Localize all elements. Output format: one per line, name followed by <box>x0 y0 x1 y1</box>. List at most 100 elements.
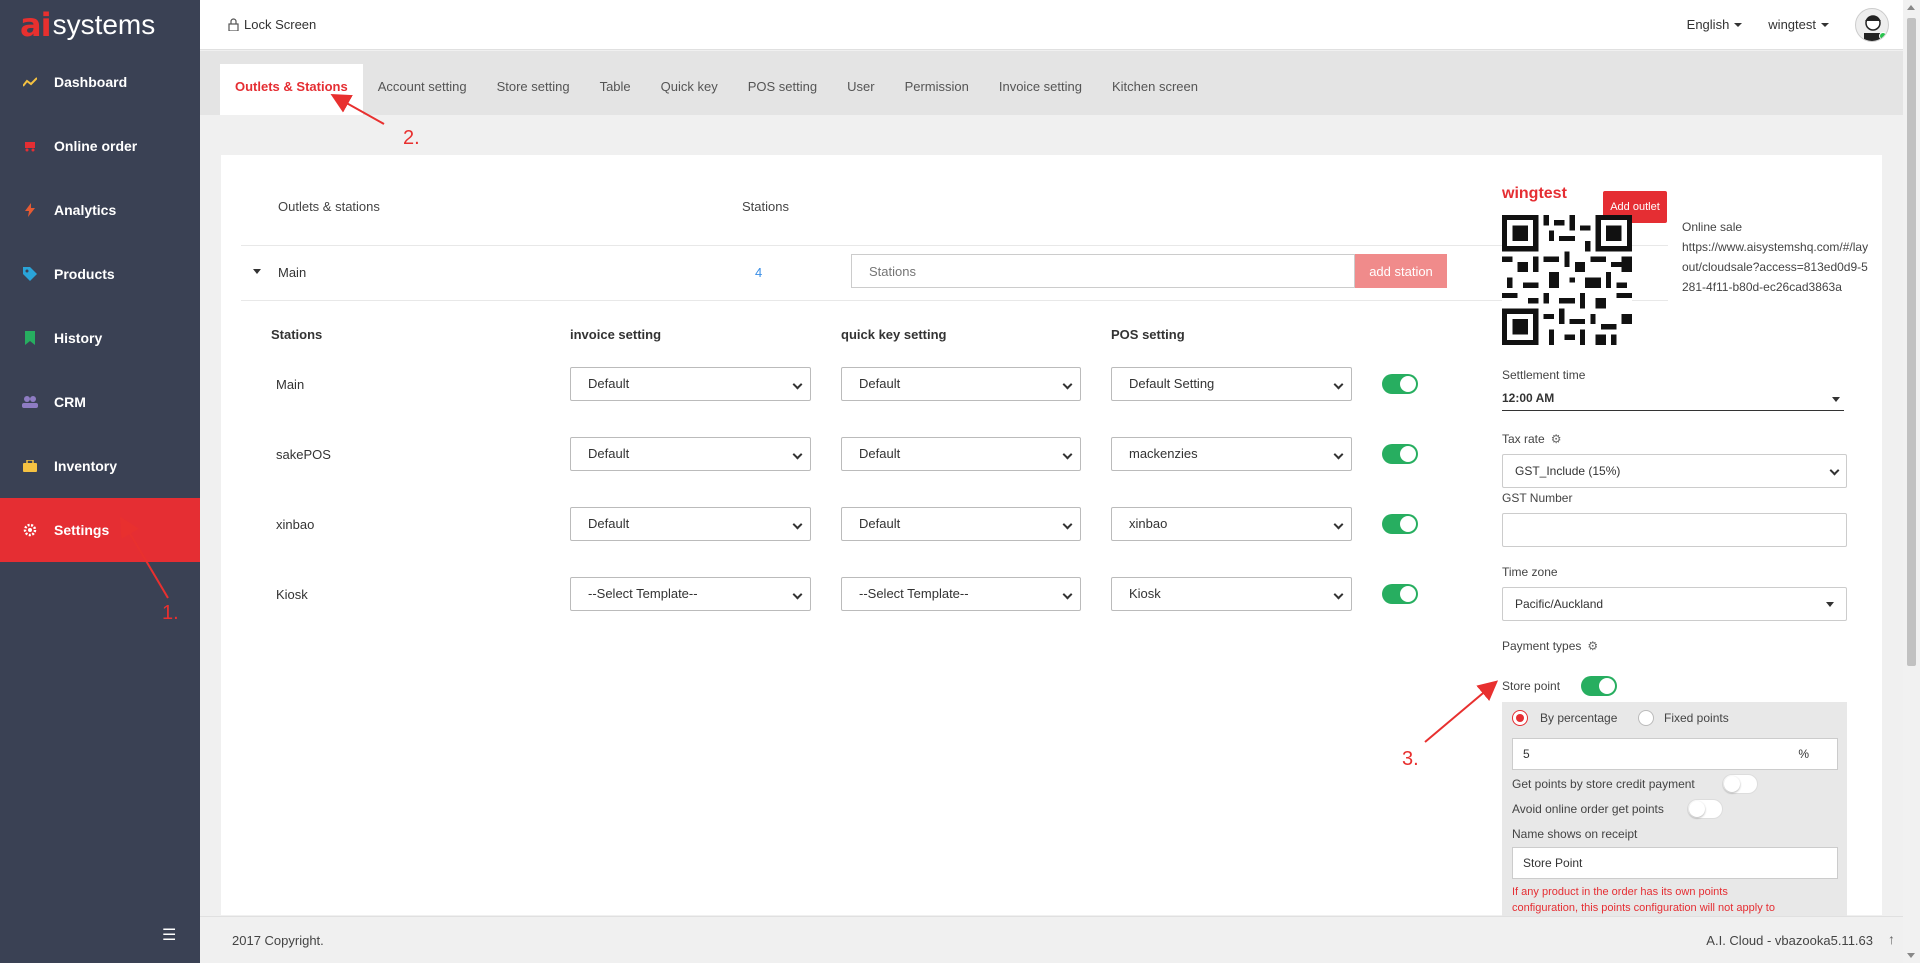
invoice-select[interactable]: Default <box>570 507 811 541</box>
sidebar-item-label: Analytics <box>54 202 117 218</box>
fixed-points-radio[interactable] <box>1638 710 1654 726</box>
time-zone-select[interactable]: Pacific/Auckland <box>1502 587 1847 621</box>
quickkey-select[interactable]: --Select Template-- <box>841 577 1081 611</box>
station-toggle[interactable] <box>1382 374 1418 394</box>
sidebar-item-history[interactable]: History <box>0 306 200 370</box>
logo[interactable]: ai systems <box>0 0 200 50</box>
station-count-link[interactable]: 4 <box>755 265 763 280</box>
receipt-name-input[interactable]: Store Point <box>1512 847 1838 879</box>
time-zone-label: Time zone <box>1502 565 1558 579</box>
pos-select[interactable]: Default Setting <box>1111 367 1352 401</box>
station-name-input[interactable] <box>851 254 1355 288</box>
station-toggle[interactable] <box>1382 444 1418 464</box>
invoice-select[interactable]: Default <box>570 367 811 401</box>
tab-table[interactable]: Table <box>599 79 631 94</box>
tab-store-setting[interactable]: Store setting <box>496 79 570 94</box>
pos-select[interactable]: Kiosk <box>1111 577 1352 611</box>
sidebar-item-label: Settings <box>54 522 110 538</box>
settlement-time-select[interactable]: 12:00 AM <box>1502 391 1844 411</box>
tab-quick-key[interactable]: Quick key <box>660 79 718 94</box>
scroll-up-icon[interactable] <box>1907 5 1915 10</box>
tab-permission[interactable]: Permission <box>904 79 969 94</box>
sidebar-nav: Dashboard Online order Analytics Product… <box>0 50 200 562</box>
station-name: Main <box>276 377 305 392</box>
station-toggle[interactable] <box>1382 514 1418 534</box>
settlement-time-value: 12:00 AM <box>1502 391 1555 405</box>
outlet-name: Main <box>278 265 307 280</box>
version-text: A.I. Cloud - vbazooka5.11.63 <box>1706 933 1873 948</box>
trend-line-icon <box>22 74 38 90</box>
pos-select[interactable]: mackenzies <box>1111 437 1352 471</box>
stations-header: Stations <box>271 327 323 342</box>
tab-account-setting[interactable]: Account setting <box>377 79 467 94</box>
avoid-online-toggle[interactable] <box>1687 799 1723 819</box>
outlets-column-header: Outlets & stations <box>278 199 380 214</box>
sidebar-item-crm[interactable]: CRM <box>0 370 200 434</box>
annotation-label-1: 1. <box>162 602 179 624</box>
by-percentage-label: By percentage <box>1540 711 1618 725</box>
sidebar-item-products[interactable]: Products <box>0 242 200 306</box>
invoice-select[interactable]: Default <box>570 437 811 471</box>
sidebar-item-online-order[interactable]: Online order <box>0 114 200 178</box>
pos-select[interactable]: xinbao <box>1111 507 1352 541</box>
lightning-icon <box>22 202 38 218</box>
quickkey-select[interactable]: Default <box>841 367 1081 401</box>
sidebar-item-analytics[interactable]: Analytics <box>0 178 200 242</box>
sidebar-item-settings[interactable]: Settings <box>0 498 200 562</box>
station-toggle[interactable] <box>1382 584 1418 604</box>
tax-rate-label: Tax rate <box>1502 432 1545 446</box>
bookmark-icon <box>22 330 38 346</box>
menu-collapse-icon[interactable]: ☰ <box>162 927 177 944</box>
page-scrollbar[interactable] <box>1903 0 1920 963</box>
add-outlet-button[interactable]: Add outlet <box>1603 191 1667 223</box>
sidebar-item-label: History <box>54 330 103 346</box>
sidebar-item-label: Online order <box>54 138 138 154</box>
tab-outlets-stations[interactable]: Outlets & Stations <box>220 64 363 115</box>
sidebar-item-inventory[interactable]: Inventory <box>0 434 200 498</box>
tab-pos-setting[interactable]: POS setting <box>747 79 818 94</box>
gear-icon[interactable]: ⚙ <box>1550 432 1562 446</box>
sidebar-item-dashboard[interactable]: Dashboard <box>0 50 200 114</box>
language-label: English <box>1686 17 1730 32</box>
by-percentage-radio[interactable] <box>1512 710 1528 726</box>
station-name: sakePOS <box>276 447 331 462</box>
tab-kitchen-screen[interactable]: Kitchen screen <box>1111 79 1198 94</box>
quickkey-select[interactable]: Default <box>841 437 1081 471</box>
user-dropdown[interactable]: wingtest <box>1768 17 1829 32</box>
scroll-top-icon[interactable]: ↑ <box>1888 931 1895 947</box>
payment-types-label-row: Payment types ⚙ <box>1502 639 1598 653</box>
quick-key-setting-header: quick key setting <box>841 327 947 342</box>
online-sale-url[interactable]: https://www.aisystemshq.com/#/layout/clo… <box>1682 240 1869 294</box>
percentage-value: 5 <box>1523 747 1530 761</box>
tab-user[interactable]: User <box>847 79 875 94</box>
percent-unit: % <box>1798 747 1809 761</box>
users-icon <box>22 394 38 410</box>
add-station-button[interactable]: add station <box>1355 254 1447 288</box>
points-warning-text: If any product in the order has its own … <box>1512 886 1728 898</box>
chevron-down-icon <box>1821 22 1829 27</box>
receipt-name-label: Name shows on receipt <box>1512 827 1638 841</box>
collapse-caret-icon[interactable] <box>253 269 261 274</box>
credit-points-toggle[interactable] <box>1722 774 1758 794</box>
scroll-thumb[interactable] <box>1907 18 1916 666</box>
pos-setting-header: POS setting <box>1111 327 1185 342</box>
sidebar-item-label: CRM <box>54 394 86 410</box>
scroll-down-icon[interactable] <box>1907 953 1915 958</box>
gear-icon[interactable]: ⚙ <box>1587 639 1599 653</box>
table-row: sakePOS Default Default mackenzies <box>221 437 1421 473</box>
quickkey-select[interactable]: Default <box>841 507 1081 541</box>
tag-icon <box>22 266 38 282</box>
tax-rate-select[interactable]: GST_Include (15%) <box>1502 454 1847 488</box>
station-name: xinbao <box>276 517 315 532</box>
sidebar: ai systems Dashboard Online order Analyt… <box>0 0 200 963</box>
store-point-toggle[interactable] <box>1581 676 1617 696</box>
lock-icon <box>228 18 239 31</box>
invoice-select[interactable]: --Select Template-- <box>570 577 811 611</box>
percentage-input[interactable]: 5 % <box>1512 738 1838 770</box>
tab-invoice-setting[interactable]: Invoice setting <box>998 79 1082 94</box>
station-name: Kiosk <box>276 587 308 602</box>
lock-screen-button[interactable]: Lock Screen <box>228 17 316 32</box>
language-dropdown[interactable]: English <box>1687 17 1743 32</box>
avatar[interactable] <box>1855 7 1889 42</box>
gst-number-input[interactable] <box>1502 513 1847 547</box>
